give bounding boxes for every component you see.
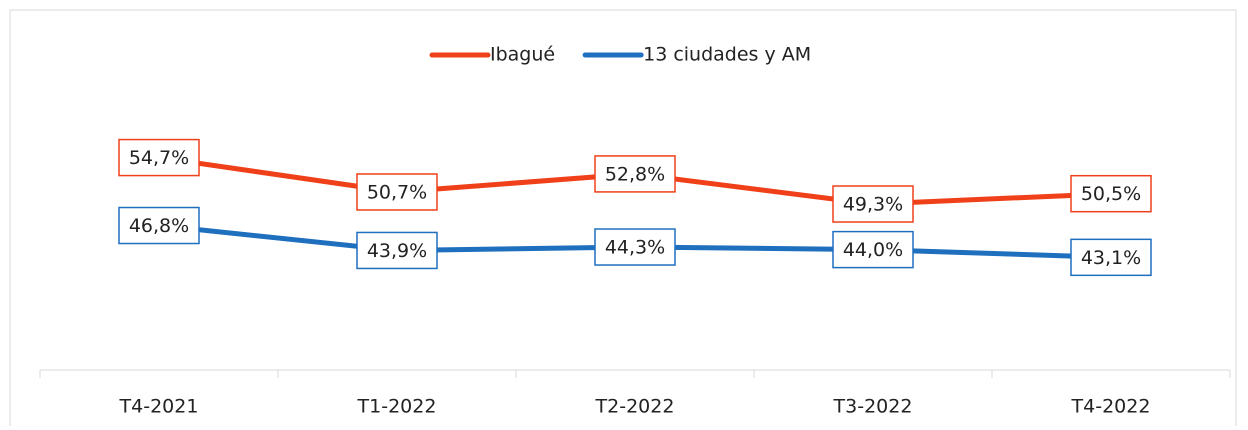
data-label: 52,8%: [605, 163, 665, 185]
x-tick-label: T4-2021: [119, 396, 199, 418]
data-label-box: [118, 206, 200, 245]
x-tick-label: T2-2022: [595, 396, 675, 418]
legend-label: 13 ciudades y AM: [643, 44, 811, 66]
chart-frame: [9, 9, 1237, 430]
data-label-box: [594, 155, 676, 193]
x-tick-label: T1-2022: [357, 396, 437, 418]
data-label-box: [1070, 174, 1152, 213]
data-label-box: [118, 138, 200, 177]
data-label: 43,1%: [1081, 247, 1141, 269]
data-label: 54,7%: [129, 147, 189, 169]
data-label: 49,3%: [843, 194, 903, 216]
data-label: 43,9%: [367, 240, 427, 262]
data-label-box: [832, 230, 914, 269]
x-tick-label: T4-2022: [1071, 396, 1151, 418]
data-label: 44,0%: [843, 239, 903, 261]
data-label: 44,3%: [605, 237, 665, 259]
data-label: 50,5%: [1081, 183, 1141, 205]
data-label: 50,7%: [367, 181, 427, 203]
x-tick-label: T3-2022: [833, 396, 913, 418]
data-label-box: [1070, 238, 1152, 277]
data-label-box: [356, 231, 438, 270]
legend-label: Ibagué: [490, 44, 555, 66]
data-label-box: [832, 185, 914, 223]
data-label-box: [594, 228, 676, 266]
data-label-box: [356, 173, 438, 211]
data-label: 46,8%: [129, 215, 189, 237]
